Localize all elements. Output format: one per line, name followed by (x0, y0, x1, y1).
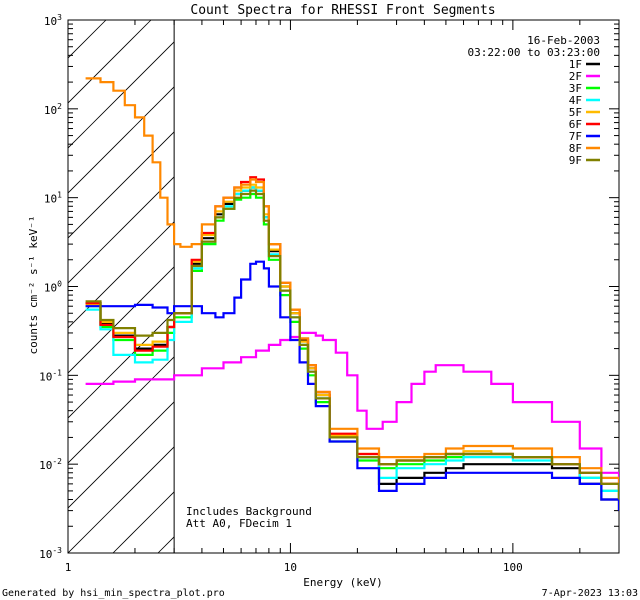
y-tick-label: 10-3 (39, 546, 62, 561)
date-label: 16-Feb-2003 (527, 34, 600, 47)
date-annotation: 16-Feb-2003 03:22:00 to 03:23:00 (468, 34, 600, 59)
x-tick-label: 1 (65, 561, 72, 574)
annotation-background: Includes Background (186, 505, 312, 518)
hatch-line (68, 86, 175, 194)
hatch-line (157, 536, 175, 553)
y-tick-label: 103 (44, 13, 62, 28)
x-tick-label: 10 (284, 561, 297, 574)
series-group (85, 77, 619, 511)
series-line-5f (85, 183, 619, 500)
y-tick-label: 10-2 (39, 457, 62, 472)
x-tick-label: 100 (503, 561, 523, 574)
legend-label: 7F (569, 130, 582, 143)
time-range-label: 03:22:00 to 03:23:00 (468, 46, 600, 59)
series-line-1f (85, 186, 619, 511)
chart-title: Count Spectra for RHESSI Front Segments (190, 3, 495, 18)
legend-label: 8F (569, 142, 582, 155)
series-line-7f (85, 260, 619, 511)
hatch-line (68, 446, 175, 553)
legend-label: 3F (569, 82, 582, 95)
series-line-4f (85, 186, 619, 500)
y-tick-label: 101 (44, 191, 62, 206)
series-line-2f (85, 331, 619, 491)
hatch-line (68, 41, 175, 149)
y-tick-label: 100 (44, 280, 62, 295)
hatch-line (68, 266, 175, 374)
y-tick-label: 102 (44, 102, 62, 117)
series-line-6f (85, 176, 619, 500)
axis-ticks: 1 10 100 10-3 10-2 10-1 100 101 102 103 (39, 13, 620, 574)
legend-label: 5F (569, 106, 582, 119)
annotation-attenuator: Att A0, FDecim 1 (186, 517, 292, 530)
legend-label: 4F (569, 94, 582, 107)
series-line-8f (85, 77, 619, 491)
hatch-line (68, 131, 175, 239)
footer-timestamp: 7-Apr-2023 13:03 (542, 588, 638, 599)
x-axis-label: Energy (keV) (303, 576, 382, 589)
legend-label: 9F (569, 154, 582, 167)
y-tick-label: 10-1 (39, 368, 62, 383)
footer-generated-by: Generated by hsi_min_spectra_plot.pro (2, 588, 225, 599)
legend-label: 6F (569, 118, 582, 131)
hatch-line (68, 401, 175, 509)
hatch-line (68, 221, 175, 329)
y-axis-label: counts cm⁻² s⁻¹ keV⁻¹ (27, 215, 40, 354)
series-line-9f (85, 189, 619, 500)
hatched-region (68, 20, 175, 553)
legend-label: 1F (569, 58, 582, 71)
legend-label: 2F (569, 70, 582, 83)
